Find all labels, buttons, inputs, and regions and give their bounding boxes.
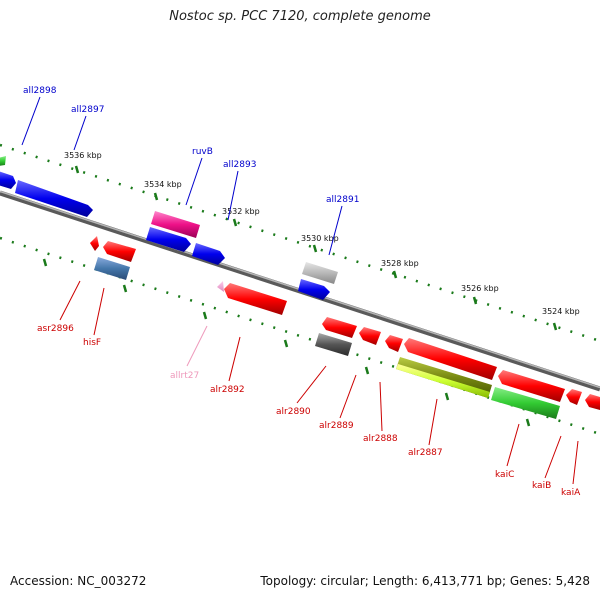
gene-label-all2897[interactable]: all2897 [71,105,104,115]
gene-arrow[interactable] [359,327,381,345]
forward-gene-labels: all2898 all2897 ruvB all2893 all2891 [23,86,359,205]
gene-label-all2898[interactable]: all2898 [23,86,57,96]
reverse-strand-genes [90,236,600,419]
map-title: Nostoc sp. PCC 7120, complete genome [169,9,431,24]
gene-arrow[interactable] [404,338,497,380]
gene-label-ruvB[interactable]: ruvB [192,147,213,157]
tick-label: 3524 kbp [542,307,580,316]
genome-summary-text: Topology: circular; Length: 6,413,771 bp… [260,574,590,588]
gene-arrow[interactable] [94,257,130,280]
gene-arrow[interactable] [217,281,224,292]
gene-label-all2891[interactable]: all2891 [326,195,359,205]
reverse-label-leaders [59,280,579,485]
forward-strand-genes [0,156,338,300]
gene-label-allrt27[interactable]: allrt27 [170,371,199,381]
gene-arrow[interactable] [151,211,200,238]
gene-arrow[interactable] [491,387,560,419]
gene-label-alr2888[interactable]: alr2888 [363,434,398,444]
gene-label-alr2889[interactable]: alr2889 [319,421,354,431]
gene-label-asr2896[interactable]: asr2896 [37,324,74,334]
gene-label-alr2887[interactable]: alr2887 [408,448,443,458]
gene-arrow[interactable] [315,333,352,356]
tick-label: 3534 kbp [144,180,182,189]
gene-arrow[interactable] [103,241,136,262]
forward-label-leaders [21,96,343,256]
gene-arrow[interactable] [498,370,565,402]
tick-label: 3528 kbp [381,259,419,268]
gene-label-all2893[interactable]: all2893 [223,160,256,170]
gene-arrow[interactable] [90,236,99,251]
gene-arrow[interactable] [224,283,287,315]
gene-arrow[interactable] [396,364,490,398]
rna-label-leader [186,325,208,367]
accession-text: Accession: NC_003272 [10,574,147,588]
gene-arrow[interactable] [322,317,357,338]
gene-arrow[interactable] [566,389,582,405]
gene-arrow[interactable] [192,243,225,265]
gene-label-hisF[interactable]: hisF [83,338,101,348]
reverse-gene-labels: asr2896 hisF allrt27 alr2892 alr2890 alr… [37,324,581,498]
tick-label: 3526 kbp [461,284,499,293]
gene-arrow[interactable] [298,279,330,300]
gene-arrow[interactable] [15,180,93,217]
gene-arrow[interactable] [146,227,191,252]
major-ticks-upper [74,165,558,331]
gene-label-kaiC[interactable]: kaiC [495,470,514,480]
gene-label-alr2892[interactable]: alr2892 [210,385,245,395]
gene-label-kaiA[interactable]: kaiA [561,488,581,498]
gene-label-kaiB[interactable]: kaiB [532,481,551,491]
upper-tick-row [0,143,600,343]
tick-labels: 3536 kbp 3534 kbp 3532 kbp 3530 kbp 3528… [64,151,580,316]
tick-label: 3532 kbp [222,207,260,216]
gene-arrow[interactable] [0,156,6,166]
gene-arrow[interactable] [0,171,16,189]
tick-label: 3536 kbp [64,151,102,160]
major-ticks-lower [42,258,531,427]
gene-arrow[interactable] [385,335,403,352]
tick-label: 3530 kbp [301,234,339,243]
gene-label-alr2890[interactable]: alr2890 [276,407,311,417]
gene-arrow[interactable] [585,394,600,410]
gene-arrow[interactable] [302,262,338,284]
